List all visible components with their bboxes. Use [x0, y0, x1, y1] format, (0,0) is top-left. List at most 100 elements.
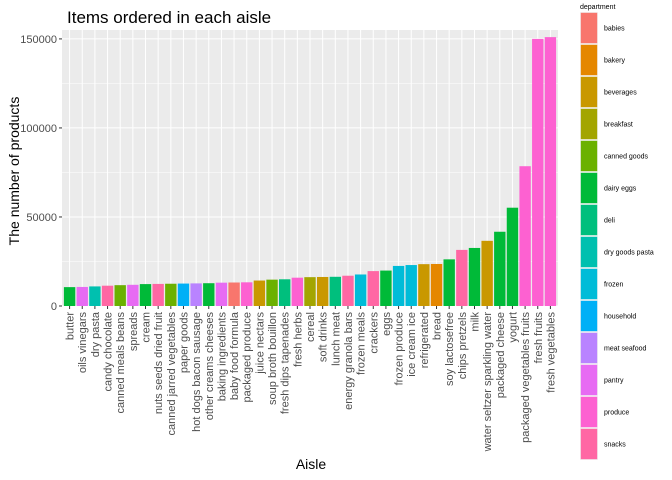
legend-label: snacks — [604, 442, 626, 449]
bar — [354, 274, 367, 306]
x-tick-label: cereal — [305, 312, 317, 342]
bar — [228, 282, 240, 306]
legend-swatch — [580, 76, 598, 108]
legend-swatch — [580, 364, 598, 396]
bar — [380, 270, 392, 306]
x-tick-label: soy lactosefree — [444, 312, 456, 386]
x-tick-label: crackers — [368, 312, 380, 354]
bar — [367, 271, 379, 306]
bar — [392, 265, 405, 306]
bar — [316, 276, 329, 306]
legend-swatch — [580, 140, 598, 172]
legend-label: produce — [604, 410, 629, 417]
x-tick-label: oils vinegars — [77, 312, 89, 374]
bar — [139, 284, 152, 306]
bar — [127, 284, 139, 306]
bar — [241, 282, 253, 306]
x-tick-label: butter — [65, 312, 77, 340]
legend-swatch — [580, 108, 598, 140]
bar — [177, 283, 190, 306]
legend: department babies bakery beverages breakfas… — [580, 4, 654, 460]
x-tick-label: nuts seeds dried fruit — [153, 312, 165, 414]
bar — [304, 277, 316, 306]
legend-label: household — [604, 314, 636, 321]
x-tick-label: other creams cheeses — [204, 312, 216, 421]
legend-swatch — [580, 332, 598, 364]
legend-label: breakfast — [604, 122, 633, 129]
bar — [418, 264, 430, 306]
bar — [468, 247, 481, 306]
x-axis: butter oils vinegars dry pasta candy chocol… — [65, 306, 557, 453]
x-tick-label: bread — [432, 312, 444, 340]
bar — [89, 286, 101, 306]
x-tick-label: cream — [141, 312, 153, 343]
legend-label: babies — [604, 26, 625, 33]
x-tick-label: fresh vegetables — [545, 312, 557, 393]
x-tick-label: canned meals beans — [115, 312, 127, 414]
bar — [456, 249, 468, 306]
bar — [443, 259, 455, 306]
x-tick-label: water seltzer sparkling water — [482, 312, 494, 453]
x-tick-label: eggs — [381, 312, 393, 336]
x-tick-label: baby food formula — [229, 311, 241, 400]
x-tick-label: hot dogs bacon sausage — [191, 312, 203, 432]
x-tick-label: fresh dips tapenades — [280, 312, 292, 415]
bar — [101, 285, 114, 306]
legend-swatch — [580, 396, 598, 428]
x-tick-label: lunch meat — [330, 312, 342, 366]
bar — [253, 280, 266, 306]
x-tick-label: energy granola bars — [343, 312, 355, 410]
legend-swatch — [580, 428, 598, 460]
legend-swatch — [580, 236, 598, 268]
y-axis-label: The number of products — [6, 97, 22, 246]
x-tick-label: juice nectars — [254, 312, 266, 375]
y-tick-label: 0 — [51, 301, 57, 313]
bar — [544, 37, 557, 306]
x-tick-label: refrigerated — [419, 312, 431, 368]
bar — [532, 38, 544, 306]
x-tick-label: soft drinks — [318, 312, 330, 363]
x-tick-label: frozen produce — [394, 312, 406, 385]
bar — [114, 285, 126, 306]
legend-swatch — [580, 204, 598, 236]
legend-label: dairy eggs — [604, 186, 637, 193]
legend-label: dry goods pasta — [604, 250, 654, 257]
bar — [519, 166, 531, 306]
bar — [190, 283, 202, 306]
y-axis: 0 50000 100000 150000 — [20, 34, 62, 313]
legend-swatch — [580, 44, 598, 76]
x-tick-label: packaged cheese — [495, 312, 507, 398]
bar — [494, 231, 506, 306]
bar — [165, 283, 177, 306]
y-tick-label: 50000 — [26, 212, 57, 224]
legend-swatch — [580, 12, 598, 44]
x-axis-label: Aisle — [296, 456, 327, 472]
x-tick-label: packaged vegetables fruits — [520, 312, 532, 443]
y-tick-label: 100000 — [20, 123, 57, 135]
x-tick-label: yogurt — [507, 312, 519, 343]
bar — [215, 282, 228, 306]
x-tick-label: ice cream ice — [406, 312, 418, 377]
x-tick-label: milk — [469, 312, 481, 332]
x-tick-label: spreads — [128, 312, 140, 352]
x-tick-label: fresh fruits — [533, 312, 545, 364]
bar — [342, 275, 354, 306]
x-tick-label: frozen meals — [356, 312, 368, 375]
bar — [203, 283, 215, 306]
x-tick-label: fresh herbs — [292, 312, 304, 368]
legend-swatch — [580, 300, 598, 332]
legend-label: pantry — [604, 378, 624, 385]
legend-label: meat seafood — [604, 346, 647, 353]
bar — [430, 263, 443, 306]
x-tick-label: paper goods — [178, 312, 190, 374]
legend-label: frozen — [604, 282, 624, 289]
bar — [76, 286, 88, 306]
y-tick-label: 150000 — [20, 34, 57, 46]
x-tick-label: candy chocolate — [103, 312, 115, 392]
bar — [63, 287, 76, 306]
legend-swatch — [580, 268, 598, 300]
x-tick-label: packaged produce — [242, 312, 254, 403]
bar — [405, 265, 417, 306]
legend-label: beverages — [604, 90, 637, 97]
bars — [63, 37, 557, 306]
